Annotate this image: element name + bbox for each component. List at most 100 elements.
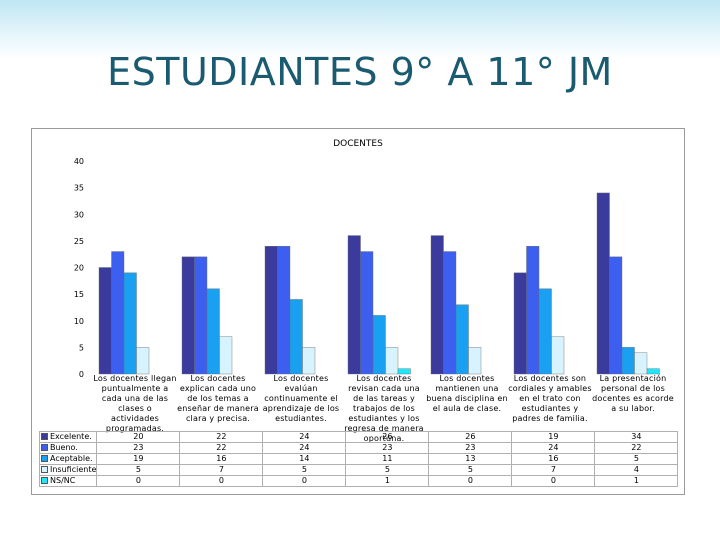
y-tick-label: 20 <box>74 264 84 273</box>
table-cell: 24 <box>262 442 347 454</box>
bar <box>430 235 444 375</box>
bar <box>551 336 565 375</box>
bar <box>194 256 208 375</box>
bar-chart: DOCENTES 0 5 10 15 20 25 30 35 40 <box>74 139 660 379</box>
bar <box>372 315 386 375</box>
legend-label: Aceptable. <box>50 454 93 464</box>
table-cell: 0 <box>179 475 264 487</box>
table-row: Insuficiente 5 7 5 5 5 7 4 <box>38 464 679 476</box>
y-tick-label: 30 <box>74 210 84 219</box>
bar <box>634 352 648 375</box>
table-cell: 5 <box>428 464 513 476</box>
bar <box>646 368 660 375</box>
table-cell: 22 <box>179 442 264 454</box>
bar <box>111 251 125 375</box>
table-cell: 23 <box>345 442 430 454</box>
table-cell: 13 <box>428 453 513 465</box>
bar <box>526 245 540 375</box>
table-cell: 0 <box>262 475 347 487</box>
bar <box>621 347 635 375</box>
legend-label: Insuficiente <box>50 465 97 475</box>
legend-entry: NS/NC <box>38 475 98 487</box>
y-tick-label: 35 <box>74 184 84 193</box>
legend-entry: Insuficiente <box>38 464 98 476</box>
bar <box>443 251 457 375</box>
table-cell: 19 <box>96 453 181 465</box>
legend-entry: Bueno. <box>38 442 98 454</box>
table-cell: 22 <box>179 431 264 443</box>
category-label: Los docentes llegan puntualmente a cada … <box>93 374 177 433</box>
legend-label: Bueno. <box>50 443 78 453</box>
y-tick-label: 15 <box>74 290 84 299</box>
bar <box>468 347 482 375</box>
legend-swatch <box>41 466 48 473</box>
bar <box>596 192 610 375</box>
table-row: Aceptable. 19 16 14 11 13 16 5 <box>38 453 679 465</box>
bar <box>181 256 195 375</box>
table-row: Bueno. 23 22 24 23 23 24 22 <box>38 442 679 454</box>
bar <box>455 304 469 375</box>
chart-frame: DOCENTES 0 5 10 15 20 25 30 35 40 Los docentes ll… <box>31 128 685 495</box>
y-tick-label: 0 <box>79 370 84 379</box>
table-cell: 20 <box>96 431 181 443</box>
table-cell: 0 <box>96 475 181 487</box>
category-label: La presentación personal de los docentes… <box>592 374 674 413</box>
table-cell: 26 <box>428 431 513 443</box>
bar <box>264 245 278 375</box>
category-label: Los docentes explican cada uno de los te… <box>177 374 259 423</box>
table-cell: 4 <box>594 464 679 476</box>
table-cell: 23 <box>428 442 513 454</box>
bar <box>538 288 552 375</box>
table-cell: 16 <box>179 453 264 465</box>
table-cell: 7 <box>511 464 596 476</box>
legend-swatch <box>41 477 48 484</box>
bar <box>347 235 361 375</box>
table-cell: 7 <box>179 464 264 476</box>
table-cell: 5 <box>262 464 347 476</box>
legend-entry: Aceptable. <box>38 453 98 465</box>
legend-swatch <box>41 455 48 462</box>
table-cell: 5 <box>96 464 181 476</box>
table-cell: 14 <box>262 453 347 465</box>
header-gradient-band <box>0 0 720 60</box>
legend-entry: Excelente. <box>38 431 98 443</box>
bar <box>136 347 150 375</box>
table-cell: 5 <box>345 464 430 476</box>
table-cell: 1 <box>345 475 430 487</box>
bar <box>513 272 527 375</box>
category-label: Los docentes son cordiales y amables en … <box>508 374 592 423</box>
y-tick-label: 40 <box>74 157 84 166</box>
table-cell: 26 <box>345 431 430 443</box>
legend-label: NS/NC <box>50 476 76 486</box>
table-cell: 22 <box>594 442 679 454</box>
category-label: Los docentes mantienen una buena discipl… <box>426 374 508 413</box>
table-cell: 24 <box>262 431 347 443</box>
table-cell: 23 <box>96 442 181 454</box>
table-cell: 1 <box>594 475 679 487</box>
table-cell: 24 <box>511 442 596 454</box>
y-tick-label: 25 <box>74 237 84 246</box>
data-table: Excelente. 20 22 24 26 26 19 34 Bueno. 23 22 24 23 23… <box>38 431 679 487</box>
bar <box>302 347 316 375</box>
bar <box>123 272 137 375</box>
bar <box>289 299 303 375</box>
y-tick-label: 5 <box>79 343 84 352</box>
bar <box>206 288 220 375</box>
table-cell: 19 <box>511 431 596 443</box>
bar <box>219 336 233 375</box>
slide-title: ESTUDIANTES 9° A 11° JM <box>107 50 613 94</box>
bar <box>397 368 411 375</box>
table-row: Excelente. 20 22 24 26 26 19 34 <box>38 431 679 443</box>
table-row: NS/NC 0 0 0 1 0 0 1 <box>38 475 679 487</box>
table-cell: 0 <box>428 475 513 487</box>
legend-swatch <box>41 444 48 451</box>
category-label: Los docentes evalúan continuamente el ap… <box>262 374 340 423</box>
bar <box>360 251 374 375</box>
y-tick-label: 10 <box>74 317 84 326</box>
legend-swatch <box>41 433 48 440</box>
bar <box>385 347 399 375</box>
bar <box>609 256 623 375</box>
table-cell: 11 <box>345 453 430 465</box>
bar <box>98 267 112 375</box>
chart-title: DOCENTES <box>333 139 383 149</box>
